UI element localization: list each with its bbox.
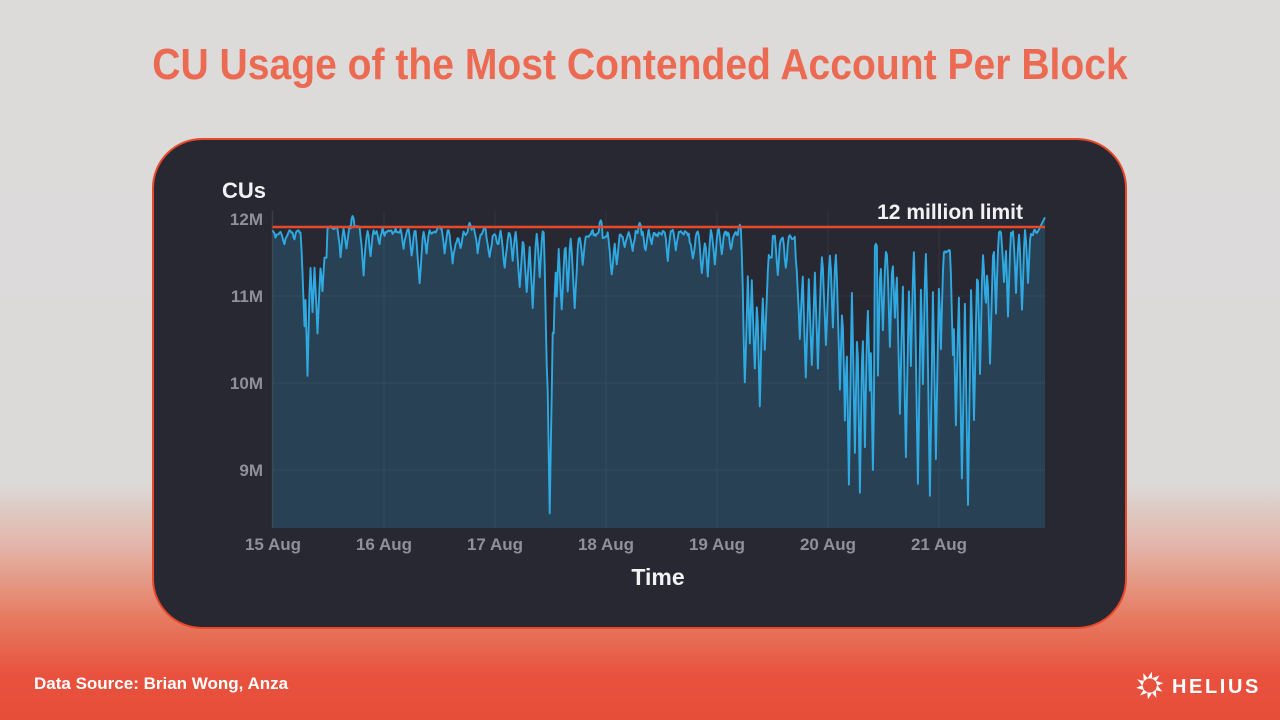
svg-text:21 Aug: 21 Aug (911, 535, 967, 554)
svg-text:10M: 10M (230, 374, 263, 393)
svg-text:12M: 12M (230, 210, 263, 229)
svg-text:12 million limit: 12 million limit (877, 201, 1023, 224)
svg-text:9M: 9M (239, 461, 263, 480)
svg-text:11M: 11M (231, 287, 263, 306)
svg-text:19 Aug: 19 Aug (689, 535, 745, 554)
svg-text:CUs: CUs (222, 178, 266, 203)
svg-text:16 Aug: 16 Aug (356, 535, 412, 554)
svg-text:Time: Time (631, 564, 684, 590)
svg-text:18 Aug: 18 Aug (578, 535, 634, 554)
svg-text:20 Aug: 20 Aug (800, 535, 856, 554)
svg-text:17 Aug: 17 Aug (467, 535, 523, 554)
svg-text:15 Aug: 15 Aug (245, 535, 301, 554)
